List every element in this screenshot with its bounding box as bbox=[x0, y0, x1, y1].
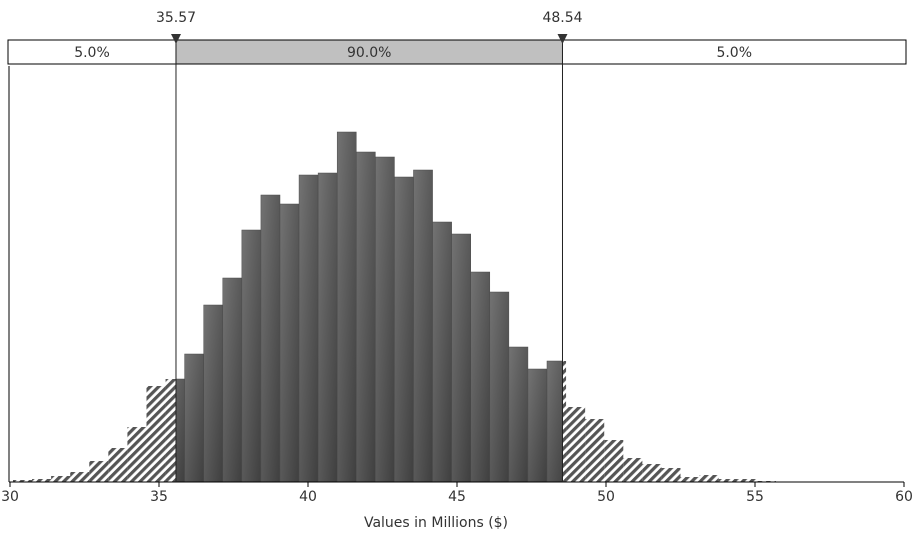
x-tick-label: 40 bbox=[299, 489, 317, 505]
bar-tail bbox=[680, 477, 700, 482]
x-tick-label: 60 bbox=[895, 489, 913, 505]
probability-segment bbox=[561, 39, 907, 65]
bar-tail bbox=[108, 448, 128, 482]
probability-segment bbox=[175, 39, 563, 65]
probability-label: 5.0% bbox=[74, 45, 110, 61]
bar-body bbox=[222, 277, 243, 483]
x-tick-label: 50 bbox=[597, 489, 615, 505]
marker-label: 48.54 bbox=[542, 10, 582, 26]
bar-body bbox=[279, 203, 300, 483]
probability-segment bbox=[7, 39, 177, 65]
bar-body bbox=[413, 169, 433, 483]
bar-body bbox=[394, 176, 414, 483]
bar-body bbox=[375, 156, 395, 483]
bar-tail bbox=[566, 407, 586, 482]
bar-tail bbox=[89, 461, 109, 482]
bar-tail bbox=[604, 440, 624, 482]
bar-body bbox=[298, 174, 319, 483]
bar-tail bbox=[127, 427, 147, 482]
bar-tail bbox=[146, 386, 166, 482]
probability-label: 5.0% bbox=[716, 45, 752, 61]
x-tick-label: 45 bbox=[448, 489, 466, 505]
bar-tail bbox=[623, 458, 643, 482]
bar-body bbox=[451, 233, 471, 483]
bar-body bbox=[317, 172, 338, 483]
bar-body bbox=[356, 151, 376, 483]
x-tick-label: 55 bbox=[746, 489, 764, 505]
bar-tail bbox=[70, 472, 90, 482]
bar-body bbox=[470, 271, 491, 483]
bar-body bbox=[508, 346, 529, 483]
bar-body bbox=[527, 368, 548, 483]
marker-handle bbox=[170, 34, 181, 44]
bar-body bbox=[184, 353, 204, 483]
bar-body bbox=[489, 291, 510, 483]
marker-label: 35.57 bbox=[156, 10, 196, 26]
bar-tail bbox=[642, 464, 662, 482]
bar-tail bbox=[661, 468, 681, 482]
bar-body bbox=[241, 229, 262, 483]
bar-tail bbox=[32, 479, 52, 482]
bar-body bbox=[432, 221, 452, 483]
x-tick-label: 30 bbox=[1, 489, 19, 505]
bar-body bbox=[203, 304, 224, 483]
marker-handle bbox=[557, 34, 568, 44]
bar-tail bbox=[699, 475, 719, 482]
x-tick-label: 35 bbox=[150, 489, 168, 505]
bar-tail bbox=[585, 419, 605, 482]
bar-tail bbox=[737, 479, 757, 482]
bar-body bbox=[336, 131, 357, 483]
x-axis-title: Values in Millions ($) bbox=[364, 515, 508, 531]
probability-label: 90.0% bbox=[347, 45, 391, 61]
bar-tail bbox=[51, 476, 71, 482]
bar-body bbox=[260, 194, 281, 483]
bar-tail bbox=[718, 479, 738, 482]
bar-tail bbox=[12, 480, 33, 482]
